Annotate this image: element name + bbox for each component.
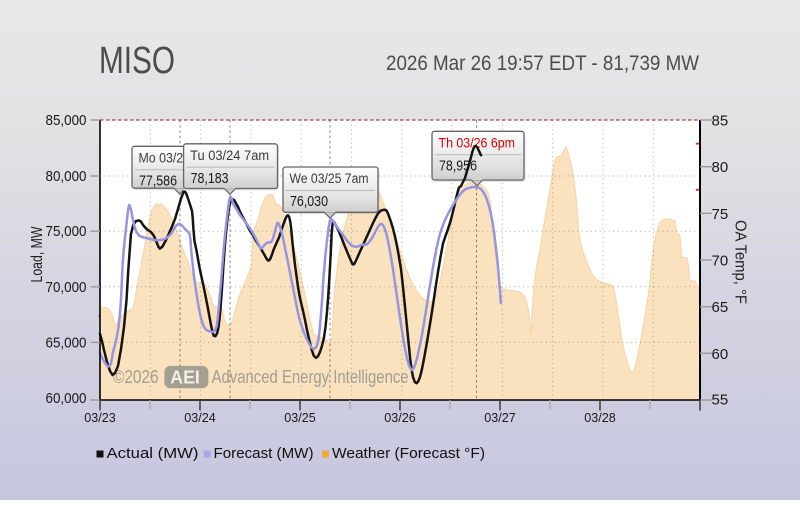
svg-text:AEI: AEI	[170, 368, 200, 388]
svg-text:Mo 03/23 7pm: Mo 03/23 7pm	[139, 151, 218, 166]
svg-text:75: 75	[712, 206, 729, 223]
svg-text:65,000: 65,000	[46, 334, 87, 351]
svg-text:80,000: 80,000	[46, 168, 87, 185]
svg-text:85,000: 85,000	[46, 112, 87, 129]
svg-text:2026 Mar 26 19:57 EDT - 81,739: 2026 Mar 26 19:57 EDT - 81,739 MW	[386, 52, 699, 75]
svg-text:60: 60	[712, 346, 729, 363]
svg-text:77,586: 77,586	[139, 172, 177, 189]
svg-text:03/28: 03/28	[584, 410, 616, 425]
svg-text:03/25: 03/25	[284, 410, 316, 425]
svg-text:03/23: 03/23	[84, 410, 116, 425]
svg-text:03/26: 03/26	[384, 410, 416, 425]
svg-text:MISO: MISO	[99, 40, 175, 82]
svg-text:70,000: 70,000	[46, 279, 87, 296]
svg-text:Load, MW: Load, MW	[29, 226, 46, 282]
svg-text:Forecast (MW): Forecast (MW)	[214, 446, 314, 462]
svg-text:03/27: 03/27	[484, 410, 516, 425]
svg-text:75,000: 75,000	[46, 223, 87, 240]
svg-text:Actual (MW): Actual (MW)	[107, 446, 199, 462]
svg-text:65: 65	[712, 299, 729, 316]
svg-text:03/24: 03/24	[184, 410, 216, 425]
svg-text:55: 55	[712, 392, 729, 409]
svg-text:OA Temp, °F: OA Temp, °F	[732, 220, 749, 304]
svg-text:76,030: 76,030	[290, 193, 328, 210]
svg-text:©2026: ©2026	[113, 367, 159, 387]
svg-text:Advanced Energy Intelligence: Advanced Energy Intelligence	[212, 367, 409, 387]
svg-text:Weather (Forecast °F): Weather (Forecast °F)	[332, 446, 485, 462]
svg-text:Tu 03/24 7am: Tu 03/24 7am	[190, 148, 269, 163]
svg-text:Th 03/26 6pm: Th 03/26 6pm	[439, 136, 516, 151]
svg-text:70: 70	[712, 253, 729, 270]
svg-text:78,183: 78,183	[191, 170, 229, 187]
svg-text:60,000: 60,000	[46, 390, 87, 407]
svg-text:85: 85	[712, 113, 729, 130]
svg-text:We 03/25 7am: We 03/25 7am	[290, 171, 369, 186]
svg-text:80: 80	[712, 159, 729, 176]
